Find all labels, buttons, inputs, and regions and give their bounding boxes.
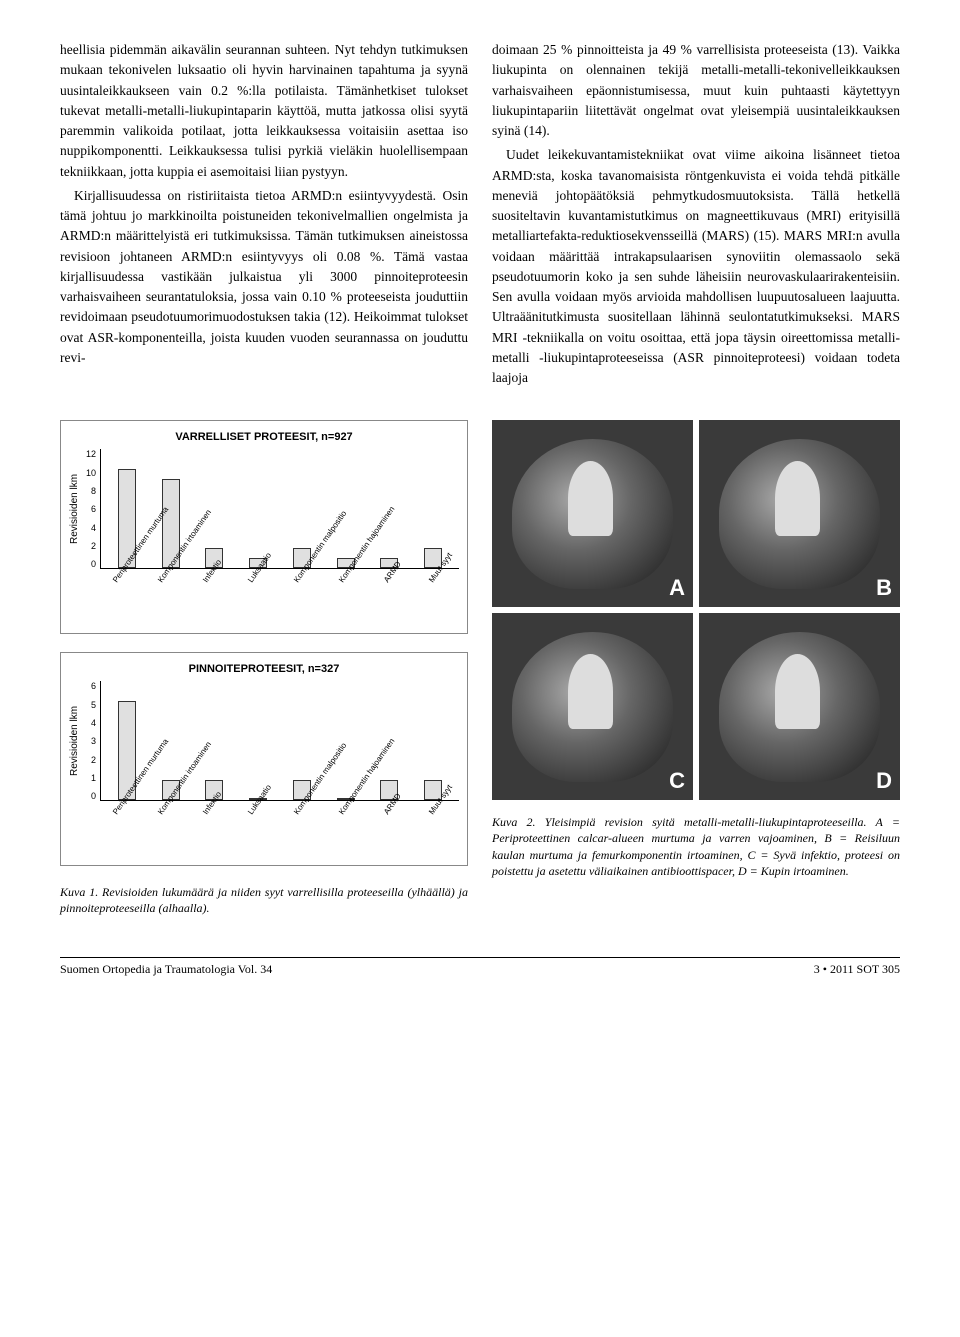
plot-area bbox=[100, 681, 459, 801]
figure-2: A B C D Kuva 2. Yleisimpiä revision syit… bbox=[492, 420, 900, 916]
y-tick: 6 bbox=[84, 504, 96, 514]
xray-panel-b: B bbox=[699, 420, 900, 607]
x-axis-labels: Periproteettinen murtumaKomponentin irto… bbox=[97, 569, 459, 629]
y-tick: 0 bbox=[84, 559, 96, 569]
y-tick: 2 bbox=[84, 755, 96, 765]
y-tick: 12 bbox=[84, 449, 96, 459]
chart-varrelliset: VARRELLISET PROTEESIT, n=927 Revisioiden… bbox=[60, 420, 468, 634]
y-tick: 0 bbox=[84, 791, 96, 801]
panel-label: C bbox=[669, 768, 685, 794]
chart-title: PINNOITEPROTEESIT, n=327 bbox=[69, 663, 459, 675]
figure-1-caption: Kuva 1. Revisioiden lukumäärä ja niiden … bbox=[60, 884, 468, 916]
xray-grid: A B C D bbox=[492, 420, 900, 800]
column-right: doimaan 25 % pinnoitteista ja 49 % varre… bbox=[492, 40, 900, 392]
plot-area bbox=[100, 449, 459, 569]
xray-panel-d: D bbox=[699, 613, 900, 800]
y-tick: 3 bbox=[84, 736, 96, 746]
body-text-columns: heellisia pidemmän aikavälin seurannan s… bbox=[60, 40, 900, 392]
y-tick: 10 bbox=[84, 468, 96, 478]
y-tick: 8 bbox=[84, 486, 96, 496]
figure-2-caption: Kuva 2. Yleisimpiä revision syitä metall… bbox=[492, 814, 900, 879]
y-tick: 2 bbox=[84, 541, 96, 551]
figure-1: VARRELLISET PROTEESIT, n=927 Revisioiden… bbox=[60, 420, 468, 916]
xray-panel-a: A bbox=[492, 420, 693, 607]
y-axis-label: Revisioiden lkm bbox=[69, 449, 80, 569]
figures-row: VARRELLISET PROTEESIT, n=927 Revisioiden… bbox=[60, 420, 900, 916]
y-tick: 1 bbox=[84, 773, 96, 783]
footer-journal: Suomen Ortopedia ja Traumatologia Vol. 3… bbox=[60, 962, 272, 977]
chart-pinnoite: PINNOITEPROTEESIT, n=327 Revisioiden lkm… bbox=[60, 652, 468, 866]
y-tick: 4 bbox=[84, 718, 96, 728]
y-axis-ticks: 12 10 8 6 4 2 0 bbox=[84, 449, 100, 569]
y-tick: 4 bbox=[84, 523, 96, 533]
paragraph: Kirjallisuudessa on ristiriitaista tieto… bbox=[60, 186, 468, 368]
panel-label: B bbox=[876, 575, 892, 601]
page-footer: Suomen Ortopedia ja Traumatologia Vol. 3… bbox=[60, 957, 900, 977]
paragraph: doimaan 25 % pinnoitteista ja 49 % varre… bbox=[492, 40, 900, 141]
y-axis-label: Revisioiden lkm bbox=[69, 681, 80, 801]
x-tick-label: Muut syyt bbox=[427, 565, 486, 614]
footer-page: 3 • 2011 SOT 305 bbox=[814, 962, 900, 977]
chart-title: VARRELLISET PROTEESIT, n=927 bbox=[69, 431, 459, 443]
x-tick-label: Muut syyt bbox=[427, 797, 486, 846]
y-axis-ticks: 6 5 4 3 2 1 0 bbox=[84, 681, 100, 801]
panel-label: A bbox=[669, 575, 685, 601]
y-tick: 6 bbox=[84, 681, 96, 691]
column-left: heellisia pidemmän aikavälin seurannan s… bbox=[60, 40, 468, 392]
x-axis-labels: Periproteettinen murtumaKomponentin irto… bbox=[97, 801, 459, 861]
paragraph: Uudet leikekuvantamistekniikat ovat viim… bbox=[492, 145, 900, 388]
paragraph: heellisia pidemmän aikavälin seurannan s… bbox=[60, 40, 468, 182]
xray-panel-c: C bbox=[492, 613, 693, 800]
y-tick: 5 bbox=[84, 700, 96, 710]
panel-label: D bbox=[876, 768, 892, 794]
